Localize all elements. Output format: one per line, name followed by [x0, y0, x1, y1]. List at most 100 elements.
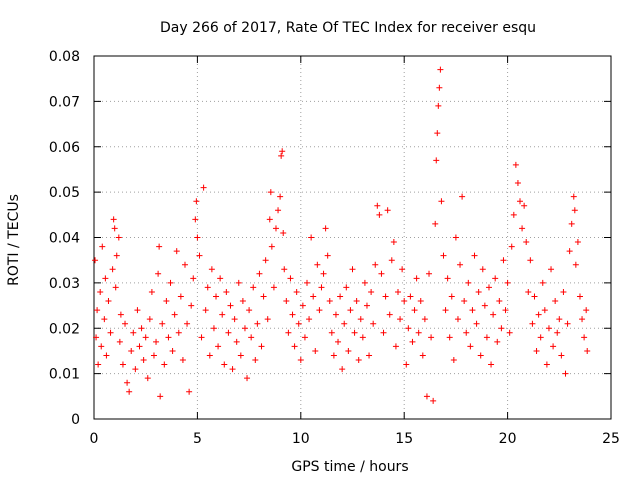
- data-point: [490, 311, 497, 318]
- data-point: [122, 320, 129, 327]
- data-point: [93, 334, 100, 341]
- x-tick-label: 5: [193, 431, 202, 447]
- data-point: [384, 207, 391, 214]
- data-point: [188, 302, 195, 309]
- data-point: [426, 270, 433, 277]
- data-point: [163, 298, 170, 305]
- data-point: [556, 316, 563, 323]
- data-point: [161, 361, 168, 368]
- data-point: [328, 329, 335, 336]
- grid: [94, 56, 611, 419]
- data-point: [332, 311, 339, 318]
- data-point: [301, 334, 308, 341]
- data-point: [355, 357, 362, 364]
- data-point: [279, 148, 286, 155]
- data-point: [235, 279, 242, 286]
- data-point: [419, 352, 426, 359]
- data-point: [198, 334, 205, 341]
- data-point: [446, 334, 453, 341]
- data-point: [548, 266, 555, 273]
- data-point: [374, 202, 381, 209]
- data-point: [572, 261, 579, 268]
- data-point: [527, 257, 534, 264]
- data-point: [231, 316, 238, 323]
- data-point: [461, 298, 468, 305]
- data-point: [252, 357, 259, 364]
- x-axis-label: GPS time / hours: [291, 459, 408, 475]
- data-point: [471, 252, 478, 259]
- data-point: [146, 316, 153, 323]
- data-point: [322, 225, 329, 232]
- data-point: [459, 193, 466, 200]
- data-point: [397, 316, 404, 323]
- y-tick-label: 0.03: [49, 276, 80, 292]
- data-point: [130, 329, 137, 336]
- data-point: [341, 320, 348, 327]
- data-point: [306, 316, 313, 323]
- data-point: [297, 357, 304, 364]
- data-point: [98, 343, 105, 350]
- data-point: [504, 279, 511, 286]
- data-point: [233, 338, 240, 345]
- data-point: [492, 275, 499, 282]
- data-point: [310, 293, 317, 300]
- data-point: [324, 252, 331, 259]
- data-point: [256, 270, 263, 277]
- data-point: [270, 284, 277, 291]
- data-point: [260, 293, 267, 300]
- axis-ticks: [93, 55, 612, 420]
- data-point: [407, 293, 414, 300]
- data-point: [531, 293, 538, 300]
- data-point: [285, 329, 292, 336]
- data-point: [312, 347, 319, 354]
- data-point: [175, 329, 182, 336]
- data-point: [335, 338, 342, 345]
- data-point: [349, 266, 356, 273]
- data-point: [345, 347, 352, 354]
- data-point: [153, 338, 160, 345]
- data-point: [173, 248, 180, 255]
- data-point: [353, 298, 360, 305]
- data-point: [277, 193, 284, 200]
- data-point: [361, 279, 368, 286]
- data-point: [128, 347, 135, 354]
- data-point: [119, 361, 126, 368]
- chart-title: Day 266 of 2017, Rate Of TEC Index for r…: [160, 20, 536, 36]
- data-point: [105, 298, 112, 305]
- data-point: [500, 257, 507, 264]
- data-point: [437, 66, 444, 73]
- data-point: [248, 334, 255, 341]
- data-point: [560, 288, 567, 295]
- data-point: [280, 229, 287, 236]
- data-point: [382, 293, 389, 300]
- data-point: [99, 243, 106, 250]
- data-point: [558, 352, 565, 359]
- data-point: [347, 307, 354, 314]
- data-point: [192, 216, 199, 223]
- data-point: [159, 320, 166, 327]
- data-point: [394, 288, 401, 295]
- data-point: [229, 366, 236, 373]
- data-point: [366, 352, 373, 359]
- data-point: [136, 343, 143, 350]
- data-point: [215, 343, 222, 350]
- data-point: [138, 325, 145, 332]
- data-point: [390, 239, 397, 246]
- data-point: [537, 334, 544, 341]
- data-point: [227, 302, 234, 309]
- data-point: [326, 298, 333, 305]
- data-point: [237, 352, 244, 359]
- data-point: [262, 257, 269, 264]
- data-point: [432, 220, 439, 227]
- data-point: [434, 130, 441, 137]
- data-point: [272, 225, 279, 232]
- data-point: [436, 84, 443, 91]
- data-point: [258, 343, 265, 350]
- data-point: [376, 211, 383, 218]
- data-point: [92, 257, 99, 264]
- data-point: [571, 207, 578, 214]
- data-point: [97, 288, 104, 295]
- data-point: [169, 347, 176, 354]
- data-point: [525, 288, 532, 295]
